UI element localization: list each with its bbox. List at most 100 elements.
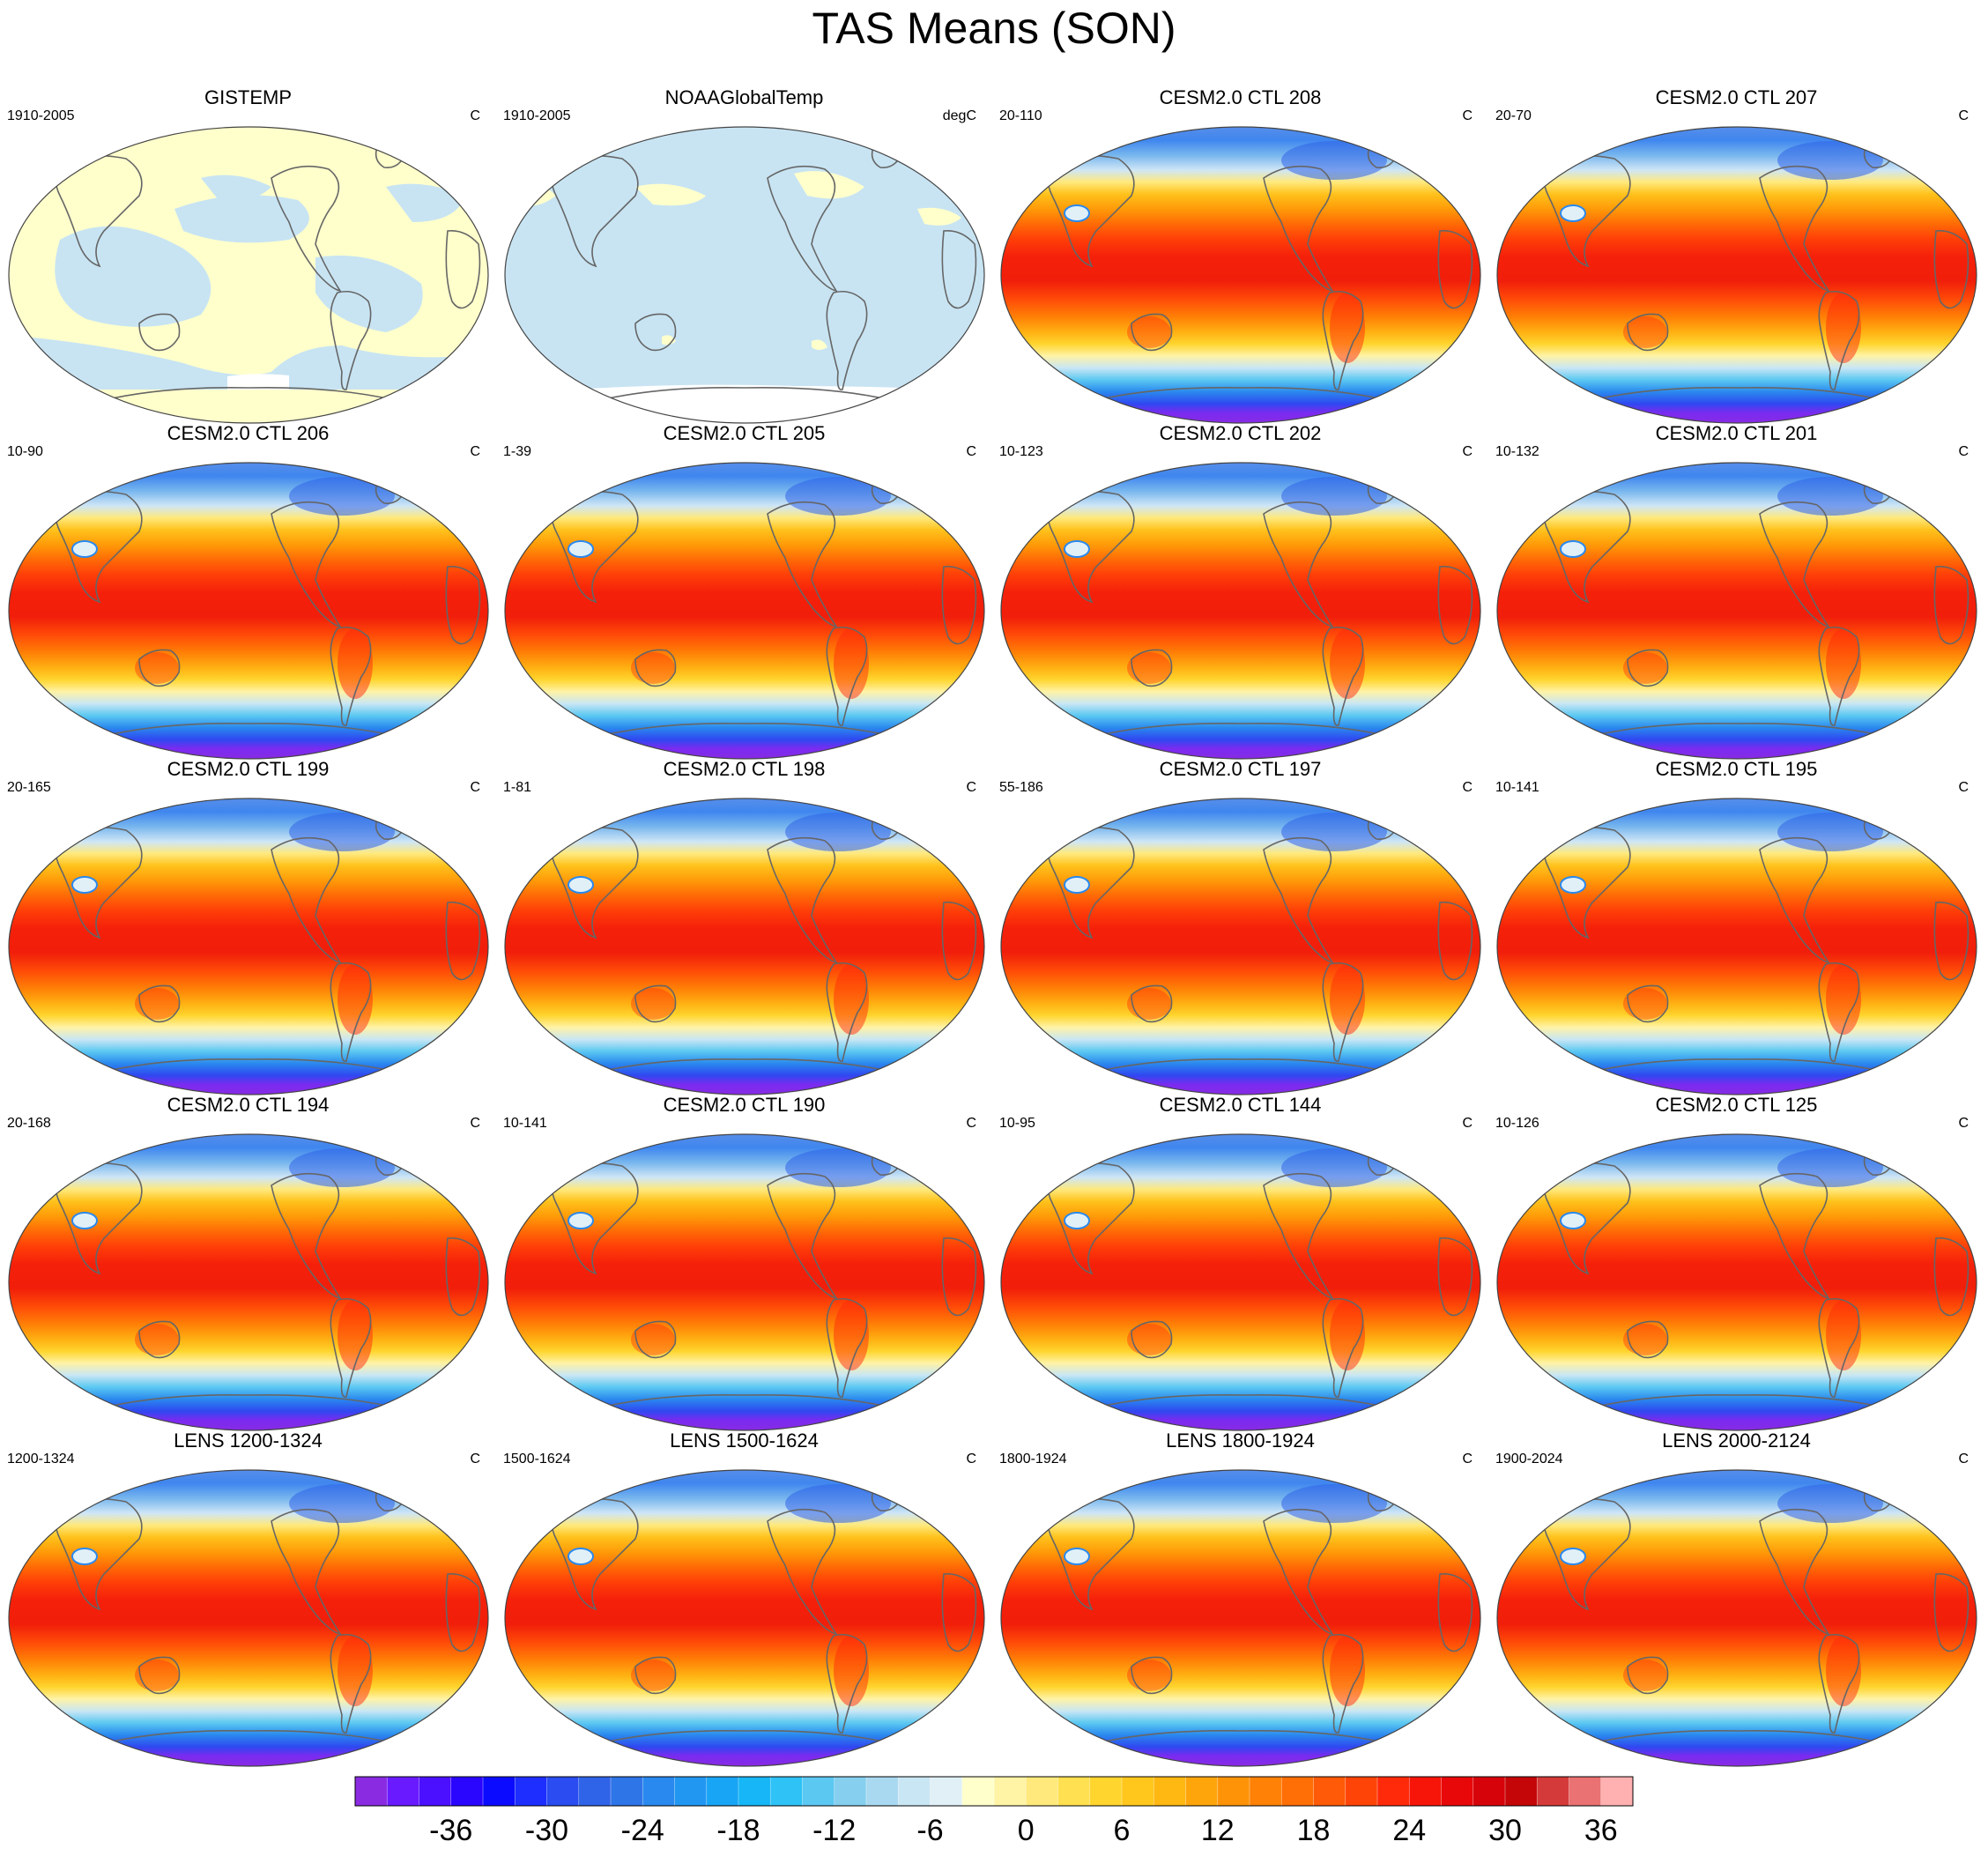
map-panel: CESM2.0 CTL 208 20-110 C [992, 86, 1488, 424]
panel-units-label: C [470, 780, 480, 795]
map-panel: CESM2.0 CTL 195 10-141 C [1488, 758, 1984, 1095]
panel-period-label: 1500-1624 [503, 1452, 571, 1467]
panel-units-label: C [470, 1116, 480, 1131]
panel-period-label: 20-168 [7, 1116, 51, 1131]
map-panel: CESM2.0 CTL 190 10-141 C [496, 1094, 992, 1431]
panel-period-label: 10-141 [503, 1116, 547, 1131]
map-panel: CESM2.0 CTL 125 10-126 C [1488, 1094, 1984, 1431]
panel-title: CESM2.0 CTL 194 [167, 1094, 330, 1116]
panel-period-label: 10-132 [1495, 444, 1539, 459]
robinson-map [504, 1133, 985, 1431]
panel-period-label: 1900-2024 [1495, 1452, 1563, 1467]
robinson-map [1496, 462, 1977, 760]
map-panel: CESM2.0 CTL 206 10-90 C [0, 422, 496, 760]
panel-units-label: C [966, 1452, 976, 1467]
robinson-map [504, 126, 985, 424]
panel-units-label: C [1462, 1452, 1472, 1467]
panel-units-label: C [470, 444, 480, 459]
map-panel: LENS 1500-1624 1500-1624 C [496, 1429, 992, 1767]
panel-title: CESM2.0 CTL 199 [167, 758, 330, 780]
map-panel: CESM2.0 CTL 207 20-70 C [1488, 86, 1984, 424]
robinson-map [1000, 126, 1481, 424]
panel-units-label: C [470, 1452, 480, 1467]
map-panel: LENS 1800-1924 1800-1924 C [992, 1429, 1488, 1767]
robinson-map [8, 798, 489, 1095]
panel-period-label: 1800-1924 [999, 1452, 1067, 1467]
panel-title: CESM2.0 CTL 207 [1655, 86, 1818, 108]
panel-title: LENS 2000-2124 [1662, 1429, 1811, 1452]
panel-units-label: C [1462, 108, 1472, 123]
panel-period-label: 1910-2005 [7, 108, 75, 123]
panel-title: CESM2.0 CTL 206 [167, 422, 330, 444]
map-panel: CESM2.0 CTL 205 1-39 C [496, 422, 992, 760]
panel-units-label: C [966, 444, 976, 459]
panel-title: CESM2.0 CTL 144 [1159, 1094, 1322, 1116]
panel-units-label: C [1958, 1116, 1969, 1131]
robinson-map [504, 462, 985, 760]
map-panel: CESM2.0 CTL 197 55-186 C [992, 758, 1488, 1095]
panel-title: NOAAGlobalTemp [664, 86, 824, 108]
panel-units-label: C [1462, 1116, 1472, 1131]
panel-units-label: C [1462, 780, 1472, 795]
panel-units-label: degC [942, 108, 976, 123]
panel-title: CESM2.0 CTL 195 [1655, 758, 1818, 780]
robinson-map [1000, 462, 1481, 760]
map-panel: CESM2.0 CTL 144 10-95 C [992, 1094, 1488, 1431]
robinson-map [8, 462, 489, 760]
panel-units-label: C [966, 1116, 976, 1131]
figure-title: TAS Means (SON) [812, 4, 1176, 53]
panel-period-label: 20-165 [7, 780, 51, 795]
panel-period-label: 10-123 [999, 444, 1043, 459]
panel-period-label: 1910-2005 [503, 108, 571, 123]
panel-title: CESM2.0 CTL 208 [1159, 86, 1322, 108]
panel-units-label: C [1958, 108, 1969, 123]
robinson-map [504, 798, 985, 1095]
robinson-map [8, 1133, 489, 1431]
panel-title: LENS 1500-1624 [670, 1429, 819, 1452]
panel-title: CESM2.0 CTL 197 [1159, 758, 1322, 780]
robinson-map [1496, 1469, 1977, 1767]
map-panel: CESM2.0 CTL 201 10-132 C [1488, 422, 1984, 760]
panel-period-label: 10-95 [999, 1116, 1035, 1131]
panel-period-label: 20-110 [999, 108, 1042, 123]
map-panel: NOAAGlobalTemp 1910-2005 degC [496, 86, 992, 424]
panel-units-label: C [1958, 780, 1969, 795]
panel-title: CESM2.0 CTL 201 [1655, 422, 1818, 444]
panel-title: CESM2.0 CTL 202 [1159, 422, 1322, 444]
panel-period-label: 10-126 [1495, 1116, 1539, 1131]
robinson-map [8, 1469, 489, 1767]
robinson-map [1496, 126, 1977, 424]
robinson-map [1496, 798, 1977, 1095]
panel-period-label: 1-81 [503, 780, 532, 795]
map-panel: CESM2.0 CTL 199 20-165 C [0, 758, 496, 1095]
panel-title: CESM2.0 CTL 125 [1655, 1094, 1818, 1116]
panel-units-label: C [1958, 444, 1969, 459]
robinson-map [8, 126, 489, 424]
robinson-map [1000, 1469, 1481, 1767]
panel-units-label: C [470, 108, 480, 123]
panel-title: LENS 1200-1324 [174, 1429, 323, 1452]
panel-period-label: 55-186 [999, 780, 1043, 795]
robinson-map [1496, 1133, 1977, 1431]
panel-units-label: C [966, 780, 976, 795]
map-panel: CESM2.0 CTL 198 1-81 C [496, 758, 992, 1095]
panel-title: GISTEMP [204, 86, 292, 108]
panel-title: CESM2.0 CTL 205 [663, 422, 826, 444]
robinson-map [1000, 1133, 1481, 1431]
panel-title: CESM2.0 CTL 198 [663, 758, 826, 780]
map-panel: CESM2.0 CTL 194 20-168 C [0, 1094, 496, 1431]
map-panel: LENS 2000-2124 1900-2024 C [1488, 1429, 1984, 1767]
panel-units-label: C [1958, 1452, 1969, 1467]
robinson-map [1000, 798, 1481, 1095]
map-panel: LENS 1200-1324 1200-1324 C [0, 1429, 496, 1767]
panel-period-label: 1200-1324 [7, 1452, 75, 1467]
panel-period-label: 10-141 [1495, 780, 1539, 795]
panel-title: LENS 1800-1924 [1166, 1429, 1315, 1452]
panel-period-label: 20-70 [1495, 108, 1532, 123]
panel-period-label: 10-90 [7, 444, 43, 459]
panel-units-label: C [1462, 444, 1472, 459]
map-panel: GISTEMP 1910-2005 C [0, 86, 496, 424]
panel-period-label: 1-39 [503, 444, 532, 459]
robinson-map [504, 1469, 985, 1767]
